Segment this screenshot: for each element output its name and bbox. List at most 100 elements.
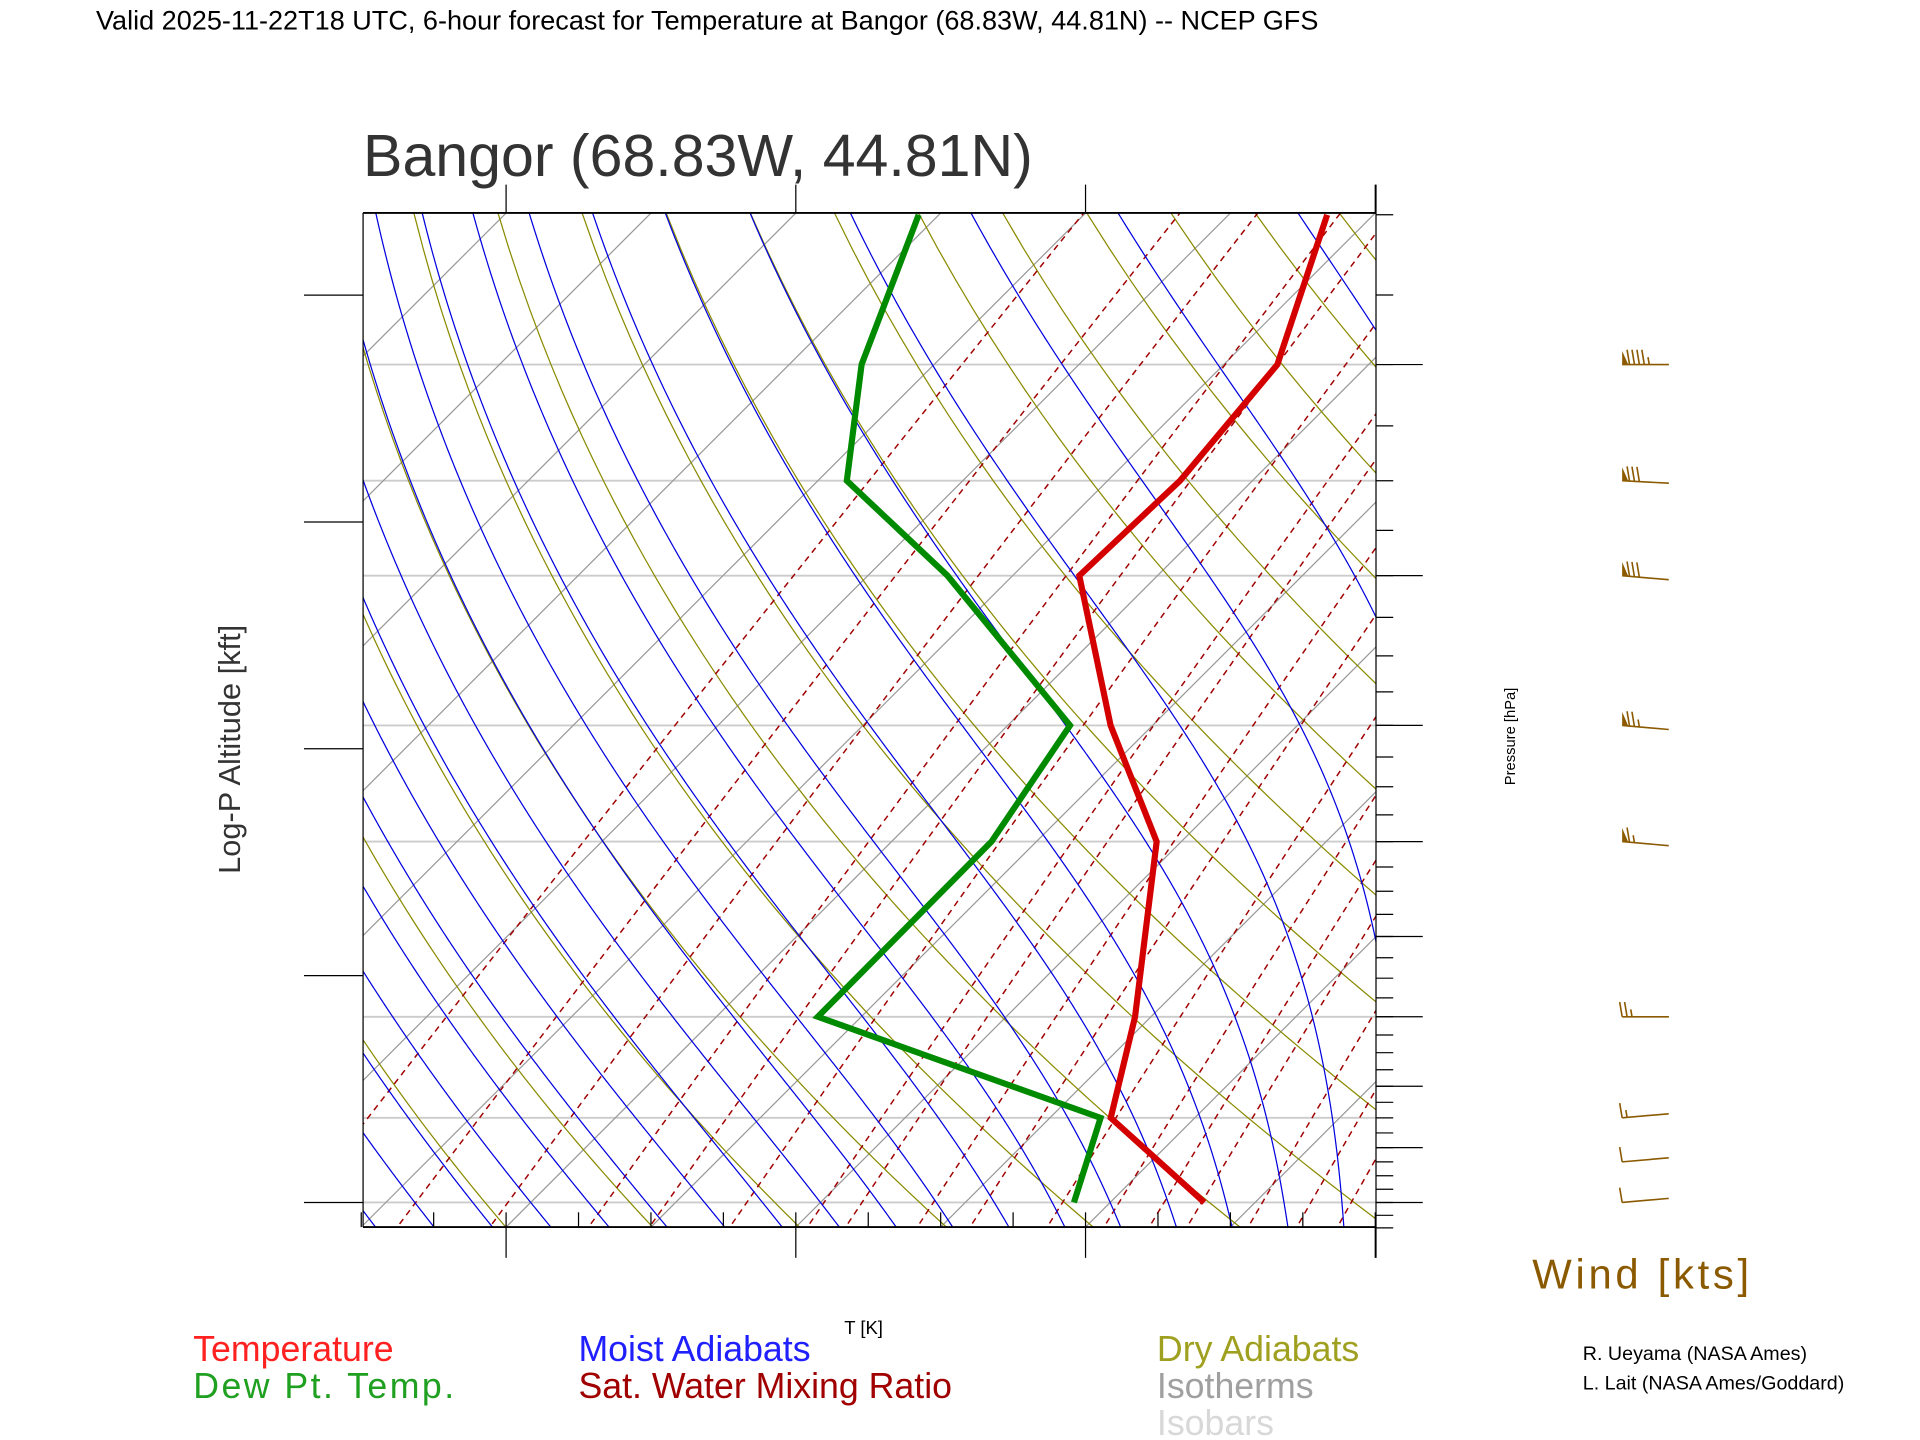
dry-adiabat-line bbox=[363, 835, 654, 1228]
moist-adiabat-line bbox=[849, 212, 1345, 1228]
wind-barb-full bbox=[1626, 827, 1631, 843]
isotherm-line bbox=[1229, 1080, 1376, 1228]
dry-adiabat-line bbox=[1338, 212, 1376, 262]
wind-barb-full bbox=[1636, 562, 1641, 578]
wind-barb-full bbox=[1631, 466, 1636, 482]
wind-barb-full bbox=[1636, 349, 1641, 365]
wind-barb-half bbox=[1637, 719, 1641, 728]
wind-barb-half bbox=[1625, 1109, 1628, 1118]
dry-adiabat-line bbox=[363, 612, 801, 1228]
mixing-ratio-line bbox=[1452, 179, 1920, 1233]
moist-adiabat-line bbox=[363, 1209, 377, 1228]
wind-barb-full bbox=[1618, 1001, 1623, 1017]
right-axis-label: Pressure [hPa] bbox=[1503, 688, 1519, 786]
legend-moist-adiabats: Moist Adiabats bbox=[578, 1329, 810, 1369]
wind-barb bbox=[1618, 1001, 1669, 1018]
wind-barb-staff bbox=[1622, 1157, 1669, 1163]
wind-barb-full bbox=[1626, 349, 1631, 365]
wind-barb-full bbox=[1631, 349, 1636, 365]
moist-adiabat-line bbox=[375, 212, 954, 1228]
moist-adiabat-line bbox=[0, 179, 321, 1233]
wind-barb-full bbox=[1641, 349, 1646, 365]
wind-barb-staff bbox=[1622, 724, 1669, 731]
wind-barb bbox=[1622, 711, 1669, 731]
isotherm-line bbox=[650, 501, 1376, 1228]
credit-lait: L. Lait (NASA Ames/Goddard) bbox=[1583, 1373, 1845, 1395]
wind-barb bbox=[1622, 827, 1669, 847]
mixing-ratio-line bbox=[1247, 1009, 1376, 1228]
mixing-ratio-line bbox=[396, 212, 1181, 1228]
moist-adiabat-line bbox=[664, 212, 1233, 1228]
wind-barb-pennant bbox=[1622, 351, 1629, 365]
isotherm-line bbox=[363, 212, 797, 647]
isotherm-line bbox=[1659, 179, 1920, 1233]
wind-barb bbox=[1622, 561, 1669, 581]
dry-adiabat-line bbox=[833, 212, 1376, 896]
credit-ueyama: R. Ueyama (NASA Ames) bbox=[1583, 1343, 1807, 1365]
mixing-ratio-line bbox=[969, 613, 1376, 1228]
dry-adiabat-line bbox=[1170, 212, 1376, 474]
wind-barb-pennant bbox=[1622, 467, 1629, 482]
wind-barb-staff bbox=[1622, 574, 1669, 581]
moist-adiabat-line bbox=[363, 1131, 435, 1228]
wind-barb-full bbox=[1618, 1146, 1623, 1163]
mixing-ratio-line bbox=[1046, 715, 1376, 1228]
wind-barb-full bbox=[1626, 466, 1631, 482]
isotherm-line bbox=[363, 212, 508, 357]
dry-adiabat-line bbox=[363, 1038, 507, 1228]
moist-adiabat-line bbox=[363, 337, 897, 1228]
profiles bbox=[812, 213, 1331, 1205]
isotherm-line bbox=[939, 790, 1376, 1228]
isotherm-line bbox=[363, 212, 942, 792]
dry-adiabat-line bbox=[413, 212, 1095, 1228]
mixing-ratio-line bbox=[648, 231, 1376, 1228]
mixing-ratio-line bbox=[1295, 1088, 1376, 1228]
wind-barb bbox=[1618, 1146, 1669, 1163]
station-title: Bangor (68.83W, 44.81N) bbox=[363, 123, 1033, 189]
wind-barb-pennant bbox=[1622, 711, 1629, 726]
wind-barb bbox=[1622, 466, 1669, 484]
wind-barb bbox=[1622, 349, 1669, 366]
moist-adiabat-line bbox=[1297, 212, 1376, 332]
left-axis-label: Log-P Altitude [kft] bbox=[212, 625, 247, 874]
wind-barb-full bbox=[1626, 711, 1631, 727]
wind-barb-half bbox=[1647, 357, 1651, 365]
legend-mixing-ratio: Sat. Water Mixing Ratio bbox=[578, 1366, 952, 1406]
background-lines bbox=[0, 179, 1920, 1233]
mixing-ratio-line bbox=[1336, 1157, 1376, 1228]
dry-adiabat-line bbox=[581, 212, 1376, 1220]
wind-barb-staff bbox=[1622, 1112, 1669, 1119]
legend: Temperature Dew Pt. Temp. Moist Adiabats… bbox=[193, 1329, 1359, 1440]
dry-adiabat-line bbox=[363, 345, 948, 1228]
isotherm-line bbox=[363, 212, 652, 502]
dewpoint-profile-line bbox=[812, 213, 1105, 1204]
isotherm-line bbox=[1374, 1225, 1376, 1228]
moist-adiabat-line bbox=[970, 212, 1376, 945]
moist-adiabat-line bbox=[363, 970, 552, 1228]
wind-label: Wind [kts] bbox=[1532, 1251, 1753, 1298]
wind-barb-full bbox=[1618, 1187, 1623, 1203]
moist-adiabat-line bbox=[421, 212, 1010, 1228]
mixing-ratio-line bbox=[1186, 914, 1376, 1228]
legend-isobars: Isobars bbox=[1157, 1403, 1274, 1440]
dry-adiabat-line bbox=[1254, 212, 1376, 369]
wind-barb-half bbox=[1632, 835, 1636, 843]
moist-adiabat-line bbox=[363, 885, 610, 1228]
wind-barb-full bbox=[1626, 561, 1631, 577]
moist-adiabat-line bbox=[1117, 212, 1376, 619]
moist-adiabat-line bbox=[472, 212, 1066, 1228]
temperature-profile-line bbox=[1075, 213, 1331, 1205]
wind-barb bbox=[1618, 1187, 1669, 1204]
isotherm-line bbox=[363, 212, 1087, 937]
mixing-ratio-line bbox=[587, 212, 1342, 1228]
dry-adiabat-line bbox=[1727, 179, 1920, 1233]
wind-barbs bbox=[1618, 349, 1669, 1204]
moist-adiabat-line bbox=[363, 700, 726, 1228]
wind-barb-full bbox=[1631, 561, 1636, 577]
mixing-ratio-line bbox=[916, 546, 1376, 1228]
dry-adiabat-line bbox=[1809, 179, 1920, 1233]
mixing-ratio-line bbox=[728, 322, 1376, 1228]
isotherm-line bbox=[0, 179, 395, 1233]
mixing-ratio-line bbox=[806, 412, 1376, 1228]
